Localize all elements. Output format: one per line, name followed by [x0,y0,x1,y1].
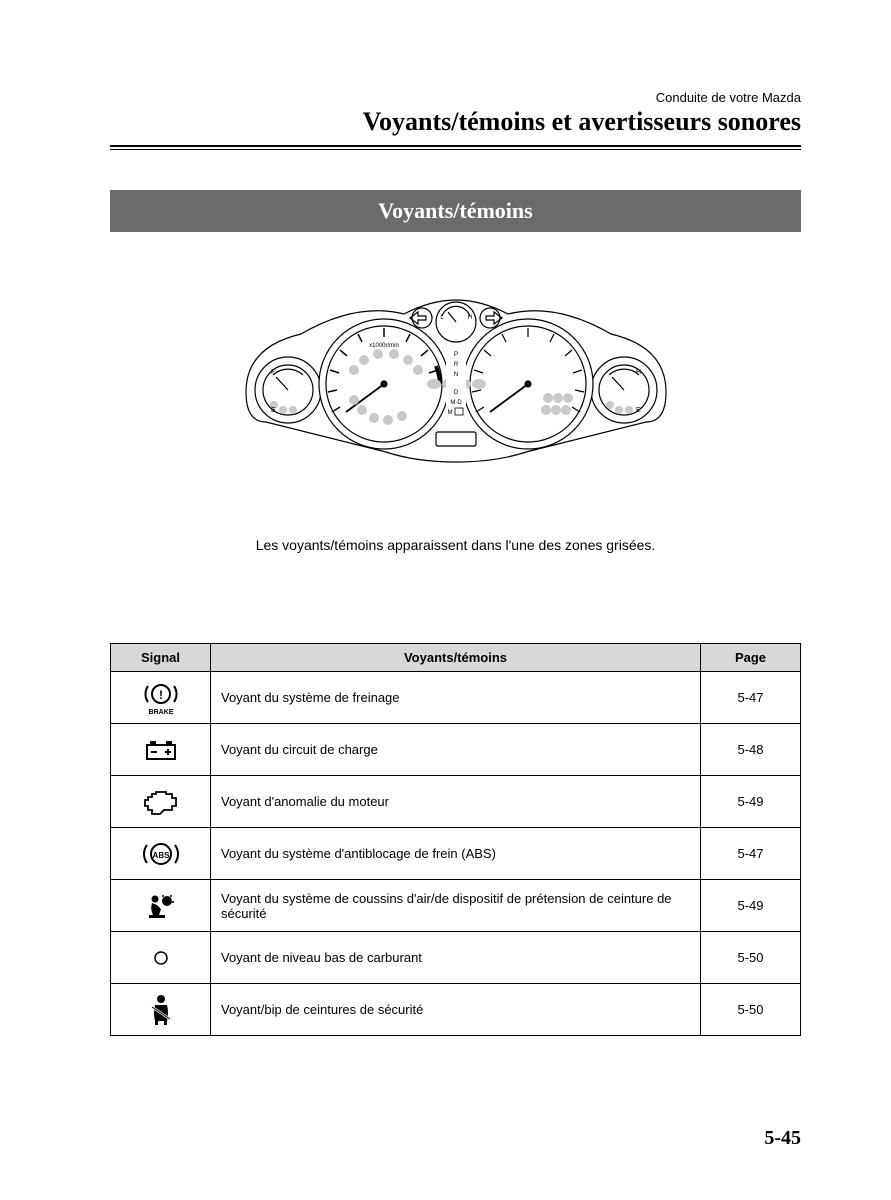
gear-N: N [453,372,457,378]
cell-page: 5-48 [701,724,801,776]
cell-desc: Voyant/bip de ceintures de sécurité [211,984,701,1036]
instrument-cluster-figure: x1000r/min L H F E H E P R N D M·D M [110,292,801,497]
cell-desc: Voyant de niveau bas de carburant [211,932,701,984]
chapter-title: Voyants/témoins et avertisseurs sonores [110,107,801,137]
cell-page: 5-50 [701,984,801,1036]
gear-R: R [453,362,458,368]
battery-icon [141,737,181,763]
svg-text:BRAKE: BRAKE [148,709,173,715]
section-banner: Voyants/témoins [110,190,801,232]
brake-warning-icon: ! BRAKE [139,681,183,715]
figure-caption: Les voyants/témoins apparaissent dans l'… [110,537,801,553]
rule-thick [110,145,801,147]
svg-text:!: ! [159,688,163,702]
cell-signal-battery [111,724,211,776]
table-row: Voyant du système de coussins d'air/de d… [111,880,801,932]
cell-signal-abs: ABS [111,828,211,880]
cluster-x1000-label: x1000r/min [369,343,399,349]
breadcrumb: Conduite de votre Mazda [110,90,801,105]
table-row: Voyant/bip de ceintures de sécurité 5-50 [111,984,801,1036]
cell-signal-airbag [111,880,211,932]
cell-signal-engine [111,776,211,828]
cell-desc: Voyant du système d'antiblocage de frein… [211,828,701,880]
page: Conduite de votre Mazda Voyants/témoins … [0,0,891,1076]
svg-text:ABS: ABS [152,851,170,860]
gear-P: P [453,352,457,358]
rule-thin [110,149,801,150]
col-header-signal: Signal [111,644,211,672]
airbag-icon [141,891,181,921]
engine-icon [140,788,182,816]
page-header: Conduite de votre Mazda Voyants/témoins … [110,90,801,137]
table-row: ABS Voyant du système d'antiblocage de f… [111,828,801,880]
cell-page: 5-47 [701,828,801,880]
table-row: Voyant de niveau bas de carburant 5-50 [111,932,801,984]
gear-D: D [453,390,458,396]
cell-signal-fuel-low [111,932,211,984]
cell-desc: Voyant du circuit de charge [211,724,701,776]
cell-desc: Voyant du système de coussins d'air/de d… [211,880,701,932]
seatbelt-icon [146,993,176,1027]
cluster-oil-H: H [467,315,471,321]
cell-page: 5-50 [701,932,801,984]
page-number: 5-45 [764,1127,801,1150]
temp-H: H [636,369,641,376]
cell-page: 5-49 [701,776,801,828]
fuel-F: F [271,369,275,376]
temp-E: E [636,407,641,414]
cell-desc: Voyant du système de freinage [211,672,701,724]
cell-signal-seatbelt [111,984,211,1036]
abs-icon: ABS [139,840,183,868]
col-header-page: Page [701,644,801,672]
fuel-low-icon [151,948,171,968]
fuel-E: E [271,407,276,414]
gear-MD: M·D [450,400,462,406]
gear-M: M [447,410,452,416]
col-header-desc: Voyants/témoins [211,644,701,672]
table-row: Voyant d'anomalie du moteur 5-49 [111,776,801,828]
instrument-cluster-svg: x1000r/min L H F E H E P R N D M·D M [236,292,676,492]
cell-page: 5-47 [701,672,801,724]
cell-page: 5-49 [701,880,801,932]
signals-table: Signal Voyants/témoins Page ! BRAKE Voya… [110,643,801,1036]
table-row: ! BRAKE Voyant du système de freinage 5-… [111,672,801,724]
cell-desc: Voyant d'anomalie du moteur [211,776,701,828]
cell-signal-brake: ! BRAKE [111,672,211,724]
table-row: Voyant du circuit de charge 5-48 [111,724,801,776]
table-header-row: Signal Voyants/témoins Page [111,644,801,672]
